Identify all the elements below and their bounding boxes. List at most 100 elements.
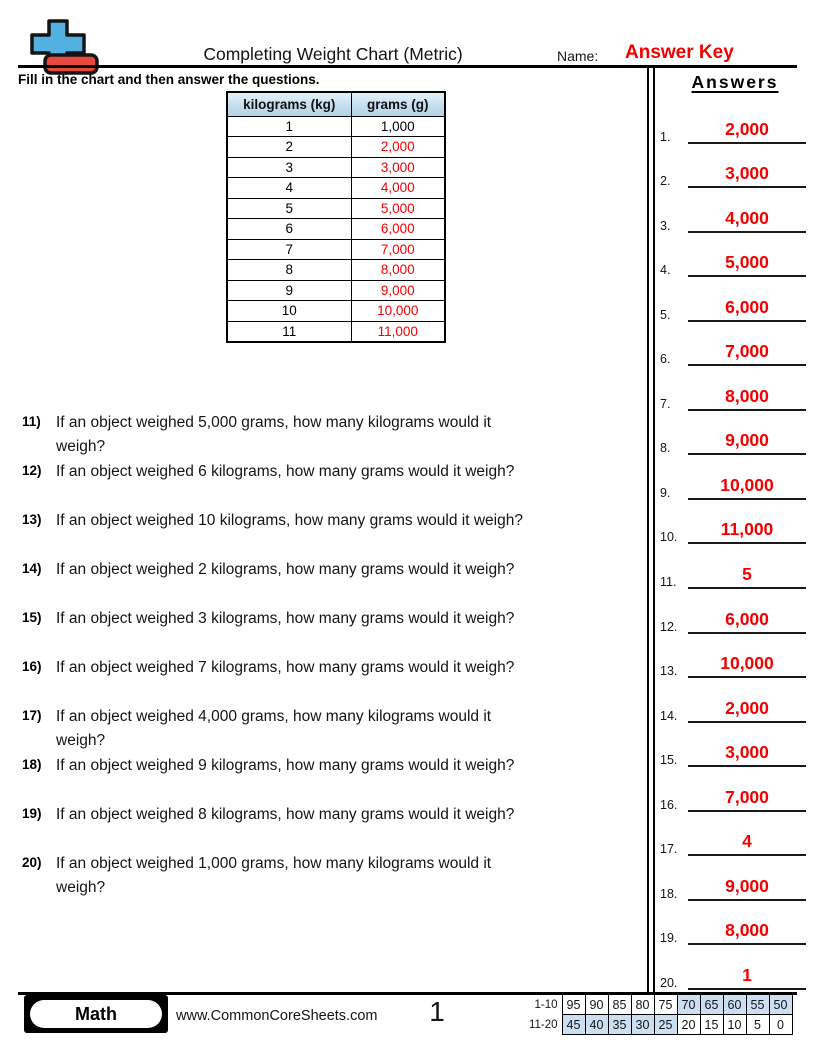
answer-blank-line: 5,000 (688, 252, 806, 278)
kilograms-value: 4 (226, 177, 352, 199)
answer-item: 2. 3,000 (658, 144, 812, 189)
answer-number: 5. (660, 307, 671, 322)
answer-blank-line: 7,000 (688, 787, 806, 812)
instruction-text: Fill in the chart and then answer the qu… (18, 72, 320, 87)
answer-blank-line: 2,000 (688, 698, 806, 723)
kilograms-value: 8 (226, 259, 352, 281)
answers-list: 1. 2,000 2. 3,000 3. 4,000 4. 5,000 5. 6,000 6. 7,0… (658, 99, 812, 990)
answer-value: 10,000 (720, 474, 774, 495)
answer-item: 6. 7,000 (658, 322, 812, 367)
question-text: If an object weighed 7 kilograms, how ma… (56, 659, 515, 676)
answer-item: 14. 2,000 (658, 678, 812, 723)
answer-number: 19. (660, 931, 678, 946)
question-item: 11) If an object weighed 5,000 grams, how… (22, 411, 646, 460)
grams-value: 3,000 (350, 156, 446, 178)
answer-value: 3,000 (725, 742, 769, 763)
answer-value: 11,000 (720, 519, 774, 540)
question-number: 11) (22, 414, 41, 429)
answer-key-label: Answer Key (625, 42, 734, 63)
question-item: 13) If an object weighed 10 kilograms, ho… (22, 509, 646, 558)
score-cell: 75 (653, 994, 678, 1015)
answers-column: Answers 1. 2,000 2. 3,000 3. 4,000 4. 5,000 5. 6,… (658, 68, 812, 992)
name-label: Name: (557, 48, 599, 64)
answer-value: 9,000 (725, 875, 769, 896)
weight-table-row: 4 4,000 (226, 177, 446, 199)
kilograms-value: 9 (226, 279, 352, 301)
answer-blank-line: 11,000 (688, 519, 806, 545)
answer-blank-line: 5 (688, 564, 806, 590)
score-grid-row: 1-10 95 90 85 80 75 70 65 60 55 50 (528, 994, 793, 1015)
answer-blank-line: 6,000 (688, 609, 806, 634)
score-cell: 55 (745, 994, 770, 1015)
question-item: 18) If an object weighed 9 kilograms, how… (22, 754, 646, 803)
answer-item: 19. 8,000 (658, 901, 812, 946)
question-item: 15) If an object weighed 3 kilograms, how… (22, 607, 646, 656)
grams-value: 6,000 (350, 218, 446, 240)
question-item: 19) If an object weighed 8 kilograms, how… (22, 803, 646, 852)
answer-blank-line: 10,000 (688, 475, 806, 500)
answer-blank-line: 8,000 (688, 386, 806, 411)
score-cell: 85 (607, 994, 632, 1015)
answer-number: 2. (660, 174, 671, 189)
answer-value: 4 (742, 831, 752, 852)
score-cell: 35 (607, 1014, 632, 1035)
answer-number: 9. (660, 485, 671, 500)
answer-item: 20. 1 (658, 945, 812, 990)
answer-number: 18. (660, 886, 678, 901)
score-grid-row: 11-20 45 40 35 30 25 20 15 10 5 0 (528, 1014, 793, 1035)
answer-blank-line: 3,000 (688, 163, 806, 189)
worksheet-title: Completing Weight Chart (Metric) (203, 44, 463, 64)
answer-item: 18. 9,000 (658, 856, 812, 901)
answer-value: 4,000 (725, 207, 769, 228)
answer-item: 10. 11,000 (658, 500, 812, 545)
score-cell: 60 (722, 994, 747, 1015)
answer-number: 12. (660, 619, 678, 634)
score-cell: 80 (630, 994, 655, 1015)
website-text: www.CommonCoreSheets.com (176, 1008, 378, 1024)
answer-item: 16. 7,000 (658, 767, 812, 812)
answer-value: 7,000 (725, 341, 769, 362)
header-divider-line (18, 65, 797, 68)
answer-item: 9. 10,000 (658, 455, 812, 500)
answer-blank-line: 9,000 (688, 876, 806, 901)
answer-blank-line: 4 (688, 831, 806, 857)
answer-blank-line: 1 (688, 965, 806, 990)
answer-item: 11. 5 (658, 544, 812, 590)
grams-value: 7,000 (350, 238, 446, 260)
weight-table-row: 5 5,000 (226, 197, 446, 219)
score-cell: 40 (584, 1014, 609, 1035)
weight-table-row: 9 9,000 (226, 279, 446, 301)
question-item: 14) If an object weighed 2 kilograms, how… (22, 558, 646, 607)
answer-item: 5. 6,000 (658, 277, 812, 322)
answer-value: 9,000 (725, 430, 769, 451)
answer-item: 1. 2,000 (658, 99, 812, 144)
score-cell: 0 (768, 1014, 793, 1035)
grams-value: 2,000 (350, 136, 446, 158)
kilograms-value: 7 (226, 238, 352, 260)
answer-value: 8,000 (725, 920, 769, 941)
kilograms-value: 5 (226, 197, 352, 219)
answer-number: 17. (660, 842, 678, 857)
score-cell: 70 (676, 994, 701, 1015)
answer-number: 8. (660, 441, 671, 456)
question-number: 17) (22, 708, 42, 723)
question-number: 18) (22, 757, 42, 772)
answer-number: 4. (660, 263, 671, 278)
answer-item: 8. 9,000 (658, 411, 812, 456)
answer-value: 5,000 (725, 252, 769, 273)
question-text: If an object weighed 6 kilograms, how ma… (56, 463, 515, 480)
question-text: If an object weighed 9 kilograms, how ma… (56, 757, 515, 774)
score-cell: 10 (722, 1014, 747, 1035)
question-text: If an object weighed 10 kilograms, how m… (56, 512, 523, 529)
answer-item: 12. 6,000 (658, 589, 812, 634)
answer-value: 1 (742, 964, 752, 985)
weight-table-row: 6 6,000 (226, 218, 446, 240)
question-number: 16) (22, 659, 42, 674)
kilograms-value: 2 (226, 136, 352, 158)
score-cell: 5 (745, 1014, 770, 1035)
answer-value: 8,000 (725, 385, 769, 406)
question-text: If an object weighed 2 kilograms, how ma… (56, 561, 515, 578)
answer-number: 20. (660, 975, 678, 990)
grams-column-header: grams (g) (350, 91, 446, 117)
